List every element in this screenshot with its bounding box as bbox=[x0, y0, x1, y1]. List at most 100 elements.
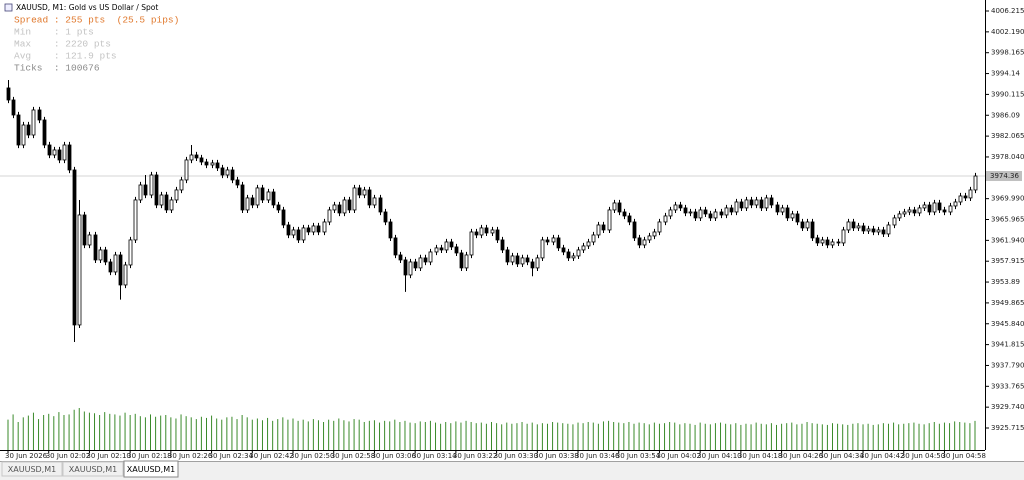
tab-frame[interactable] bbox=[62, 461, 124, 477]
candle-body bbox=[215, 162, 220, 169]
x-tick-label: 30 Jun 04:10 bbox=[697, 452, 741, 460]
candle-body bbox=[510, 255, 515, 263]
candle-body bbox=[403, 259, 408, 276]
candle-body bbox=[316, 225, 321, 233]
y-tick-label: 3990.115 bbox=[991, 90, 1024, 98]
candle-body bbox=[42, 119, 47, 146]
candle-body bbox=[769, 197, 774, 206]
candle-body bbox=[637, 237, 642, 246]
y-tick-label: 3933.765 bbox=[991, 382, 1024, 390]
info-line: Avg : 121.9 pts bbox=[14, 51, 117, 62]
tab-label[interactable]: XAUUSD,M1 bbox=[127, 465, 175, 474]
tab-frame[interactable] bbox=[123, 460, 179, 478]
x-tick-label: 30 Jun 04:02 bbox=[656, 452, 700, 460]
candle-body bbox=[77, 214, 82, 326]
candle-body bbox=[561, 247, 566, 253]
candle-body bbox=[230, 169, 235, 181]
candle-body bbox=[347, 199, 352, 211]
chart-icon bbox=[4, 3, 13, 12]
tab[interactable]: XAUUSD,M1 bbox=[62, 461, 124, 477]
tab-active[interactable]: XAUUSD,M1 bbox=[123, 460, 179, 478]
x-tick-label: 30 Jun 03:38 bbox=[534, 452, 578, 460]
candle-body bbox=[194, 154, 199, 159]
candle-body bbox=[454, 246, 459, 254]
candle-body bbox=[617, 202, 622, 213]
candle-body bbox=[271, 191, 276, 206]
candle-body bbox=[734, 201, 739, 213]
candle-body bbox=[663, 215, 668, 223]
candle-body bbox=[128, 239, 133, 266]
price-label: 3974.36 bbox=[990, 172, 1019, 180]
candle-body bbox=[495, 229, 500, 241]
candle-body bbox=[851, 221, 856, 229]
candle-body bbox=[52, 149, 57, 156]
x-tick-label: 30 Jun 04:50 bbox=[901, 452, 945, 460]
candle-body bbox=[169, 199, 174, 211]
tab-label[interactable]: XAUUSD,M1 bbox=[8, 465, 56, 474]
candle-body bbox=[622, 211, 627, 217]
candle-body bbox=[174, 189, 179, 201]
x-tick-label: 30 Jun 02:26 bbox=[168, 452, 213, 460]
candle-body bbox=[428, 251, 433, 263]
candle-body bbox=[652, 231, 657, 237]
candle-body bbox=[780, 207, 785, 213]
candle-body bbox=[683, 207, 688, 214]
candle-body bbox=[795, 213, 800, 223]
x-tick-label: 30 Jun 04:18 bbox=[738, 452, 782, 460]
candle-body bbox=[6, 87, 11, 101]
candle-body bbox=[703, 209, 708, 215]
y-tick-label: 3937.790 bbox=[991, 361, 1024, 369]
candle-body bbox=[657, 221, 662, 233]
candle-body bbox=[907, 209, 912, 213]
candle-body bbox=[581, 245, 586, 251]
x-tick-label: 30 Jun 03:30 bbox=[494, 452, 538, 460]
candle-body bbox=[953, 201, 958, 207]
candle-body bbox=[937, 202, 942, 211]
candle-body bbox=[133, 199, 138, 241]
tab-bar bbox=[0, 461, 1024, 480]
candle-body bbox=[291, 229, 296, 236]
candle-body bbox=[968, 189, 973, 199]
candle-body bbox=[500, 239, 505, 251]
candle-body bbox=[744, 199, 749, 209]
candle-body bbox=[31, 109, 36, 136]
x-tick-label: 30 Jun 02:02 bbox=[46, 452, 90, 460]
candle-body bbox=[576, 249, 581, 257]
candle-body bbox=[47, 144, 52, 156]
candle-body bbox=[912, 209, 917, 214]
tab-label[interactable]: XAUUSD,M1 bbox=[69, 465, 117, 474]
candle-body bbox=[846, 221, 851, 231]
candle-body bbox=[897, 213, 902, 219]
spread-line: Spread : 255 pts (25.5 pips) bbox=[14, 15, 179, 26]
candle-body bbox=[759, 199, 764, 209]
candle-body bbox=[352, 187, 357, 211]
x-tick-label: 30 Jun 03:46 bbox=[575, 452, 620, 460]
candle-body bbox=[434, 247, 439, 253]
candle-body bbox=[378, 197, 383, 213]
candle-body bbox=[820, 239, 825, 244]
y-tick-label: 3925.715 bbox=[991, 424, 1024, 432]
tab-frame[interactable] bbox=[1, 461, 63, 477]
candle-body bbox=[917, 207, 922, 214]
x-tick-label: 30 Jun 02:58 bbox=[331, 452, 375, 460]
x-tick-label: 30 Jun 02:50 bbox=[290, 452, 334, 460]
candle-body bbox=[240, 184, 245, 211]
candle-body bbox=[123, 264, 128, 286]
candle-body bbox=[693, 211, 698, 219]
candle-body bbox=[790, 213, 795, 219]
candle-body bbox=[199, 157, 204, 163]
y-tick-label: 3994.14 bbox=[991, 70, 1020, 78]
candle-body bbox=[892, 217, 897, 226]
candle-body bbox=[82, 214, 87, 246]
candle-body bbox=[749, 199, 754, 206]
candle-body bbox=[484, 227, 489, 234]
candle-body bbox=[72, 169, 77, 326]
candle-body bbox=[871, 228, 876, 233]
x-tick-label: 30 Jun 03:14 bbox=[412, 452, 457, 460]
candle-body bbox=[607, 209, 612, 231]
candle-body bbox=[184, 159, 189, 181]
candle-body bbox=[724, 207, 729, 216]
info-line: Max : 2220 pts bbox=[14, 39, 111, 50]
tab[interactable]: XAUUSD,M1 bbox=[1, 461, 63, 477]
